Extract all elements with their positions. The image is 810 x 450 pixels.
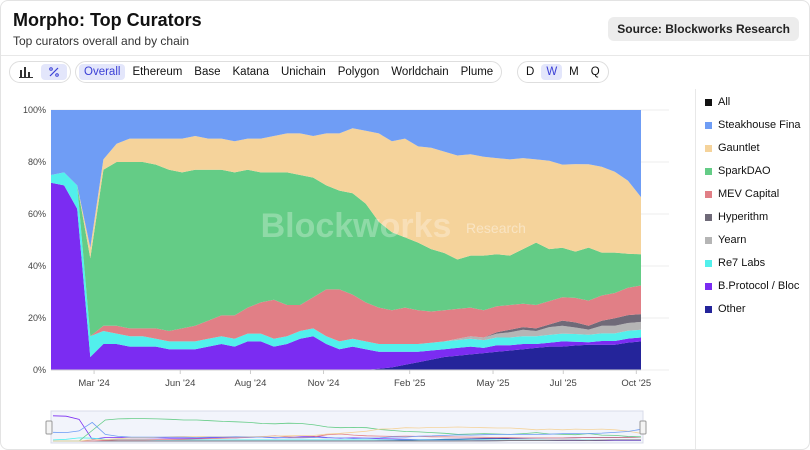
legend-swatch bbox=[705, 213, 712, 221]
watermark-main: Blockworks bbox=[261, 207, 452, 245]
legend-label: B.Protocol / Bloc bbox=[718, 280, 800, 292]
area-series bbox=[51, 110, 641, 370]
legend-swatch bbox=[705, 190, 712, 198]
tab-overall[interactable]: Overall bbox=[79, 64, 126, 80]
series-area-sparkdao[interactable] bbox=[51, 162, 641, 337]
page-subtitle: Top curators overall and by chain bbox=[13, 34, 190, 48]
series-area-hyperithm[interactable] bbox=[51, 172, 641, 344]
legend-label: Yearn bbox=[718, 234, 747, 246]
legend-item[interactable]: Gauntlet bbox=[705, 140, 809, 156]
view-toggle-group bbox=[9, 61, 71, 83]
legend-item[interactable]: Re7 Labs bbox=[705, 255, 809, 271]
tab-ethereum[interactable]: Ethereum bbox=[132, 66, 183, 78]
period-d[interactable]: D bbox=[526, 66, 535, 78]
legend-item[interactable]: Other bbox=[705, 301, 809, 317]
watermark-sub: Research bbox=[466, 220, 526, 236]
y-tick-label: 100% bbox=[23, 105, 46, 115]
legend-swatch bbox=[705, 144, 712, 152]
x-tick-label: Aug '24 bbox=[235, 378, 267, 389]
page-title: Morpho: Top Curators bbox=[13, 10, 202, 30]
range-navigator[interactable] bbox=[45, 409, 651, 445]
legend-label: Hyperithm bbox=[718, 211, 769, 223]
navigator-series-line bbox=[53, 426, 642, 442]
chart-legend: All Steakhouse Fina Gauntlet SparkDAO MEV Ca… bbox=[695, 89, 810, 449]
legend-label: SparkDAO bbox=[718, 165, 771, 177]
legend-item[interactable]: All bbox=[705, 94, 809, 110]
header-divider bbox=[1, 55, 809, 56]
period-w[interactable]: W bbox=[541, 64, 563, 80]
legend-swatch bbox=[705, 259, 712, 267]
tab-base[interactable]: Base bbox=[194, 66, 221, 78]
tab-katana[interactable]: Katana bbox=[232, 66, 269, 78]
navigator-series-line bbox=[53, 433, 642, 442]
legend-label: Steakhouse Fina bbox=[718, 119, 801, 131]
legend-item[interactable]: MEV Capital bbox=[705, 186, 809, 202]
series-area-steakhouse-fina[interactable] bbox=[51, 110, 641, 248]
y-tick-label: 40% bbox=[28, 261, 46, 271]
legend-label: Gauntlet bbox=[718, 142, 760, 154]
navigator-series-line bbox=[52, 421, 642, 440]
series-area-re7-labs[interactable] bbox=[51, 172, 641, 357]
legend-item[interactable]: B.Protocol / Bloc bbox=[705, 278, 809, 294]
legend-swatch bbox=[705, 236, 712, 244]
chain-tabs-group: Overall Ethereum Base Katana Unichain Polygon… bbox=[75, 61, 503, 83]
legend-item[interactable]: Steakhouse Fina bbox=[705, 117, 809, 133]
x-tick-label: May '25 bbox=[477, 378, 510, 389]
series-area-other[interactable] bbox=[51, 341, 641, 370]
legend-label: MEV Capital bbox=[718, 188, 780, 200]
series-area-mev-capital[interactable] bbox=[51, 172, 641, 344]
legend-swatch bbox=[705, 121, 712, 129]
legend-swatch bbox=[705, 305, 712, 313]
watermark: Blockworks Research bbox=[261, 207, 526, 245]
legend-label: Other bbox=[718, 303, 746, 315]
x-tick-label: Mar '24 bbox=[78, 378, 109, 389]
period-m[interactable]: M bbox=[569, 66, 579, 78]
x-tick-label: Jul '25 bbox=[550, 378, 577, 389]
tab-polygon[interactable]: Polygon bbox=[337, 66, 380, 78]
percent-icon bbox=[49, 67, 59, 77]
x-tick-label: Feb '25 bbox=[394, 378, 425, 389]
tab-plume[interactable]: Plume bbox=[460, 66, 494, 78]
legend-item[interactable]: Hyperithm bbox=[705, 209, 809, 225]
percent-view-button[interactable] bbox=[41, 64, 67, 80]
y-tick-label: 20% bbox=[28, 313, 46, 323]
legend-label: All bbox=[718, 96, 731, 108]
legend-swatch bbox=[705, 98, 712, 106]
navigator-series-line bbox=[53, 439, 641, 442]
series-area-b-protocol-bloc[interactable] bbox=[51, 182, 641, 370]
bar-chart-icon bbox=[19, 67, 33, 78]
navigator-series-line bbox=[53, 418, 642, 442]
navigator-right-handle[interactable] bbox=[639, 420, 647, 435]
x-tick-label: Nov '24 bbox=[308, 378, 340, 389]
bar-chart-view-button[interactable] bbox=[13, 64, 39, 80]
x-tick-label: Oct '25 bbox=[621, 378, 651, 389]
axis-labels: 0% 20% 40% 60% 80% 100% Mar '24 Jun '24 Aug '24 N… bbox=[23, 105, 651, 389]
y-tick-label: 60% bbox=[28, 209, 46, 219]
legend-label: Re7 Labs bbox=[718, 257, 766, 269]
period-q[interactable]: Q bbox=[590, 66, 600, 78]
legend-item[interactable]: SparkDAO bbox=[705, 163, 809, 179]
legend-swatch bbox=[705, 167, 712, 175]
navigator-left-handle[interactable] bbox=[45, 420, 53, 435]
x-tick-label: Jun '24 bbox=[165, 378, 195, 389]
tab-worldchain[interactable]: Worldchain bbox=[391, 66, 449, 78]
y-tick-label: 80% bbox=[28, 157, 46, 167]
legend-item[interactable]: Yearn bbox=[705, 232, 809, 248]
source-button[interactable]: Source: Blockworks Research bbox=[608, 17, 799, 41]
tab-unichain[interactable]: Unichain bbox=[280, 66, 326, 78]
legend-swatch bbox=[705, 282, 712, 290]
navigator-lines bbox=[52, 415, 642, 442]
y-tick-label: 0% bbox=[33, 365, 46, 375]
main-area-chart[interactable]: 0% 20% 40% 60% 80% 100% Mar '24 Jun '24 Aug '24 N… bbox=[1, 96, 691, 396]
series-area-gauntlet[interactable] bbox=[51, 128, 641, 260]
